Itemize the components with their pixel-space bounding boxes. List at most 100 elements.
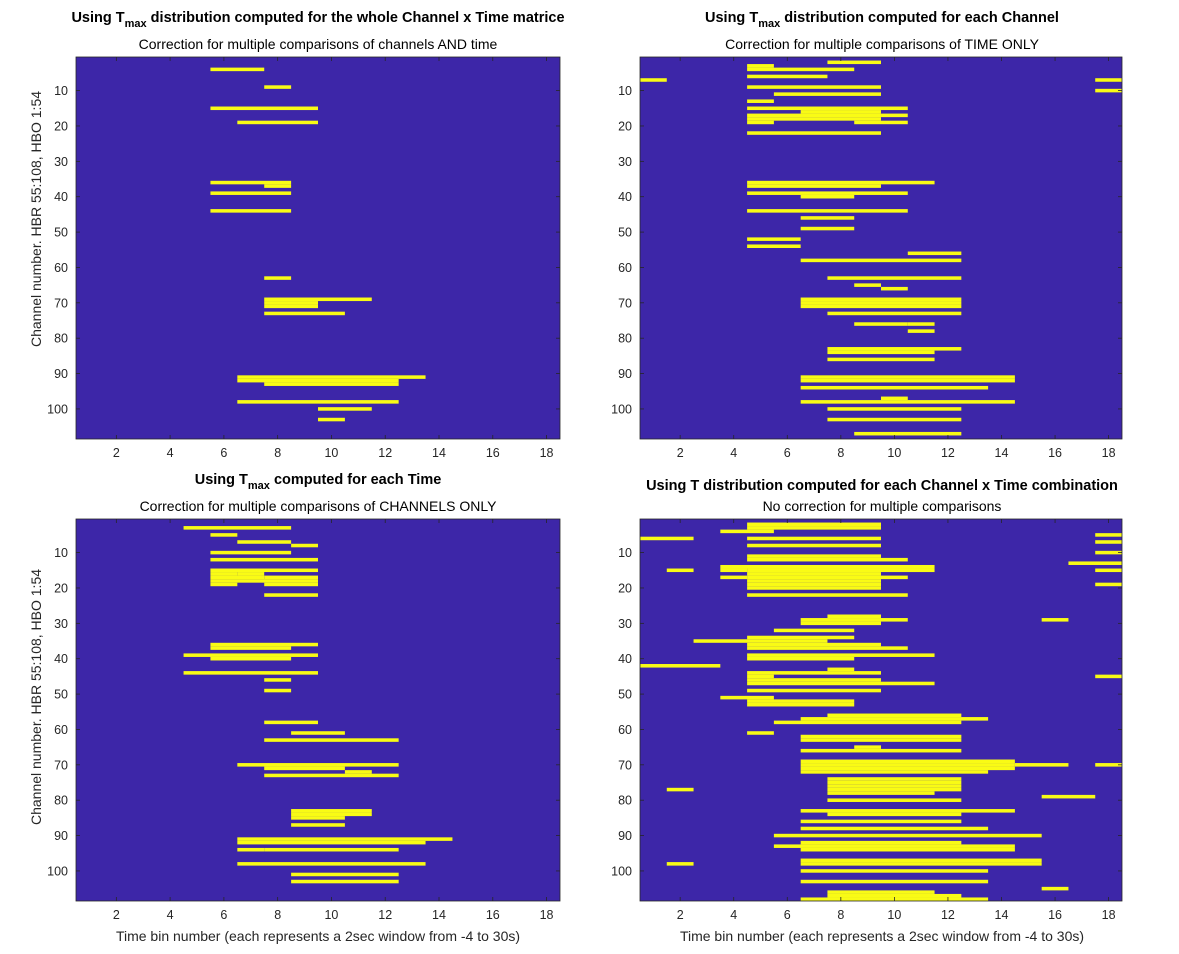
significant-cell-run — [264, 582, 318, 587]
significant-cell-run — [800, 226, 855, 231]
x-tick-label: 16 — [1048, 908, 1062, 922]
significant-cell-run — [1041, 794, 1096, 799]
x-tick-label: 12 — [378, 908, 392, 922]
significant-cell-run — [264, 678, 292, 682]
significant-cell-run — [1095, 533, 1122, 537]
y-tick-label: 30 — [618, 617, 632, 631]
significant-cell-run — [1041, 886, 1069, 891]
significant-cell-run — [800, 847, 1015, 852]
x-axis-label: Time bin number (each represents a 2sec … — [116, 928, 520, 944]
significant-cell-run — [827, 407, 962, 411]
x-tick-label: 10 — [887, 908, 901, 922]
significant-cell-run — [237, 847, 265, 852]
y-tick-label: 80 — [54, 794, 68, 808]
y-tick-label: 60 — [54, 723, 68, 737]
significant-cell-run — [800, 304, 962, 309]
significant-cell-run — [800, 763, 1015, 767]
y-tick-label: 70 — [618, 296, 632, 310]
significant-cell-run — [291, 809, 372, 813]
significant-cell-run — [800, 375, 1015, 379]
significant-cell-run — [773, 720, 881, 725]
significant-cell-run — [827, 791, 935, 795]
y-tick-label: 80 — [618, 794, 632, 808]
significant-cell-run — [854, 283, 881, 287]
significant-cell-run — [210, 106, 318, 111]
significant-cell-run — [800, 819, 962, 824]
x-tick-label: 16 — [1048, 446, 1062, 460]
x-tick-label: 6 — [784, 908, 791, 922]
y-tick-label: 60 — [618, 723, 632, 737]
y-tick-label: 100 — [611, 864, 632, 878]
significant-cell-run — [1095, 582, 1122, 587]
significant-cell-run — [747, 656, 855, 661]
x-tick-label: 4 — [730, 446, 737, 460]
x-tick-label: 14 — [995, 446, 1009, 460]
significant-cell-run — [210, 209, 292, 213]
x-tick-label: 6 — [784, 446, 791, 460]
significant-cell-run — [1095, 550, 1122, 555]
axes-frame — [639, 518, 1123, 902]
significant-cell-run — [237, 837, 453, 841]
significant-cell-run — [237, 120, 318, 125]
significant-cell-run — [747, 653, 935, 657]
axes: 2 4 6 8 10 12 14 16 18 10 20 30 40 50 60 70 80 90 100 — [611, 518, 1123, 922]
significant-cell-run — [800, 258, 962, 263]
x-tick-label: 14 — [995, 908, 1009, 922]
significant-cell-run — [827, 798, 962, 802]
significant-cell-run — [800, 858, 1042, 863]
significant-cell-run — [827, 780, 962, 785]
significant-cell-run — [264, 688, 292, 693]
significant-cell-run — [800, 618, 908, 622]
significant-cell-run — [237, 862, 426, 866]
significant-cell-run — [183, 671, 318, 675]
significant-cell-run — [237, 375, 426, 379]
y-tick-label: 80 — [54, 332, 68, 346]
significant-cell-run — [747, 731, 774, 735]
y-tick-label: 10 — [54, 84, 68, 98]
significant-cell-run — [827, 713, 962, 718]
significant-cell-run — [747, 99, 774, 103]
significant-cell-run — [666, 568, 694, 573]
y-tick-label: 20 — [54, 581, 68, 595]
y-tick-label: 50 — [618, 688, 632, 702]
significant-cell-run — [800, 378, 1015, 383]
significant-cell-run — [264, 766, 345, 771]
significant-cell-run — [210, 582, 238, 587]
significant-cell-run — [264, 297, 372, 302]
significant-cell-run — [881, 396, 908, 401]
chart-panel-each-time: Using Tmax computed for each Time Correc… — [28, 472, 561, 944]
significant-cell-run — [210, 550, 292, 555]
significant-cell-run — [210, 568, 318, 573]
significant-cell-run — [747, 184, 881, 188]
x-axis-label: Time bin number (each represents a 2sec … — [680, 928, 1084, 944]
significant-cell-run — [773, 92, 881, 96]
significant-cell-run — [800, 862, 1042, 866]
significant-cell-run — [264, 85, 292, 89]
significant-cells — [640, 522, 1122, 901]
y-tick-label: 10 — [618, 84, 632, 98]
panel-subtitle: Correction for multiple comparisons of c… — [139, 36, 498, 52]
x-tick-label: 2 — [113, 908, 120, 922]
significant-cell-run — [800, 110, 881, 114]
y-tick-label: 60 — [54, 261, 68, 275]
y-tick-label: 50 — [54, 226, 68, 240]
significant-cell-run — [907, 251, 962, 256]
significant-cell-run — [747, 678, 881, 682]
significant-cell-run — [1041, 618, 1069, 622]
significant-cell-run — [800, 738, 962, 742]
y-tick-label: 60 — [618, 261, 632, 275]
significant-cell-run — [264, 575, 318, 580]
panel-title: Using Tmax distribution computed for the… — [71, 10, 564, 30]
x-tick-label: 12 — [941, 908, 955, 922]
significant-cell-run — [693, 639, 828, 643]
x-tick-label: 8 — [274, 446, 281, 460]
significant-cell-run — [800, 297, 962, 302]
significant-cell-run — [264, 847, 399, 852]
y-tick-label: 50 — [618, 226, 632, 240]
significant-cell-run — [827, 667, 855, 672]
y-tick-label: 70 — [54, 758, 68, 772]
x-tick-label: 2 — [677, 908, 684, 922]
significant-cell-run — [800, 734, 962, 739]
x-tick-label: 10 — [324, 446, 338, 460]
